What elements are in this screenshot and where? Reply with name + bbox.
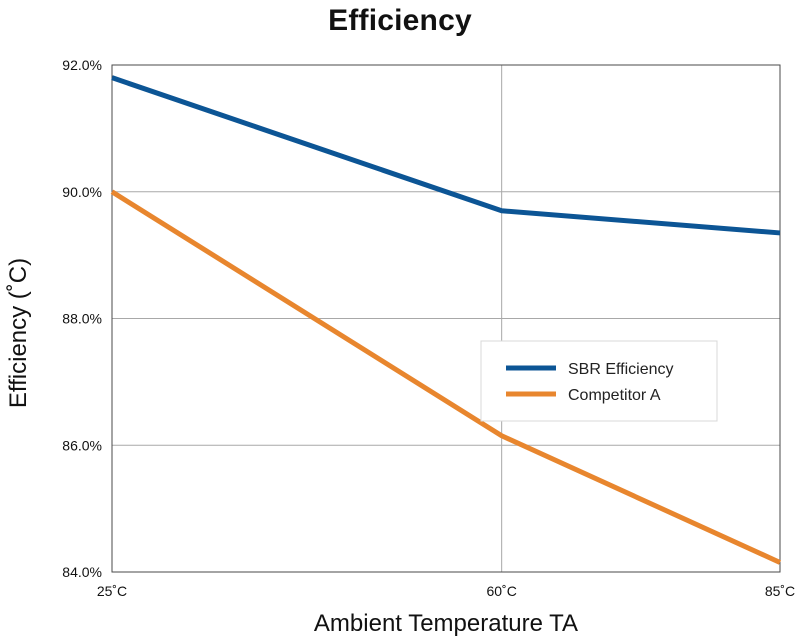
gridlines	[112, 65, 780, 572]
x-tick-labels: 25˚C 60˚C 85˚C	[97, 583, 795, 599]
x-axis-label: Ambient Temperature TA	[313, 610, 579, 637]
legend-label: SBR Efficiency	[568, 361, 674, 378]
y-tick-label: 90.0%	[62, 184, 102, 200]
series-lines	[110, 75, 782, 565]
series-line-competitor-a	[110, 189, 782, 565]
chart-title: Efficiency	[328, 4, 472, 37]
y-axis-label: Efficiency (˚C)	[5, 257, 32, 409]
legend-box	[480, 340, 718, 422]
legend-label: Competitor A	[568, 387, 661, 404]
x-tick-label: 25˚C	[97, 583, 127, 599]
y-tick-label: 84.0%	[62, 564, 102, 580]
legend: SBR Efficiency Competitor A	[480, 340, 718, 422]
x-tick-label: 60˚C	[486, 583, 516, 599]
y-tick-label: 88.0%	[62, 311, 102, 327]
y-tick-label: 92.0%	[62, 57, 102, 73]
plot-frame	[111, 64, 781, 573]
y-tick-labels: 84.0% 86.0% 88.0% 90.0% 92.0%	[62, 57, 102, 580]
y-tick-label: 86.0%	[62, 437, 102, 453]
series-line-sbr-efficiency	[111, 75, 781, 236]
x-tick-label: 85˚C	[765, 583, 795, 599]
